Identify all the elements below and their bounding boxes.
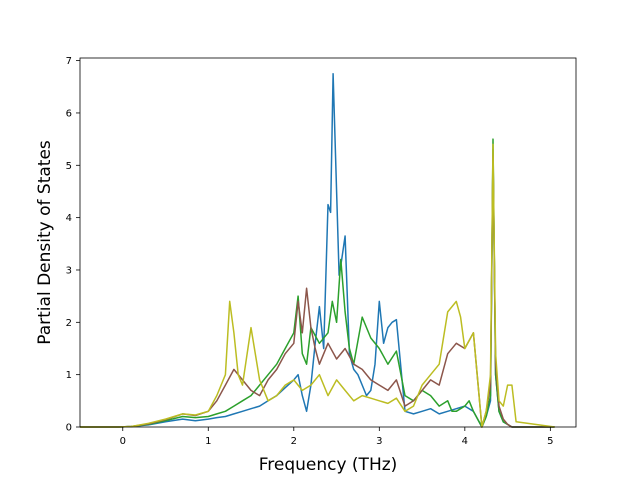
y-axis-ticks: 0 1 2 3 4 5 6 7 bbox=[66, 56, 80, 434]
x-tick-label: 2 bbox=[291, 436, 297, 447]
y-tick-label: 6 bbox=[66, 108, 72, 119]
x-tick-label: 5 bbox=[547, 436, 553, 447]
y-axis-label: Partial Density of States bbox=[35, 140, 55, 345]
y-tick-label: 2 bbox=[66, 318, 72, 329]
x-tick-label: 4 bbox=[462, 436, 468, 447]
x-axis-label: Frequency (THz) bbox=[259, 455, 398, 475]
y-tick-label: 5 bbox=[66, 161, 72, 172]
series-layer bbox=[80, 72, 555, 428]
y-tick-label: 0 bbox=[66, 423, 72, 434]
series-line-2 bbox=[80, 138, 555, 428]
x-tick-label: 1 bbox=[205, 436, 211, 447]
x-axis-ticks: 0 1 2 3 4 5 bbox=[120, 427, 554, 447]
y-tick-label: 1 bbox=[66, 370, 72, 381]
y-tick-label: 7 bbox=[66, 56, 72, 67]
y-tick-label: 4 bbox=[66, 213, 72, 224]
series-line-4 bbox=[80, 143, 555, 428]
plot-frame bbox=[79, 57, 577, 428]
y-tick-label: 3 bbox=[66, 265, 72, 276]
x-tick-label: 0 bbox=[120, 436, 126, 447]
x-tick-label: 3 bbox=[376, 436, 382, 447]
